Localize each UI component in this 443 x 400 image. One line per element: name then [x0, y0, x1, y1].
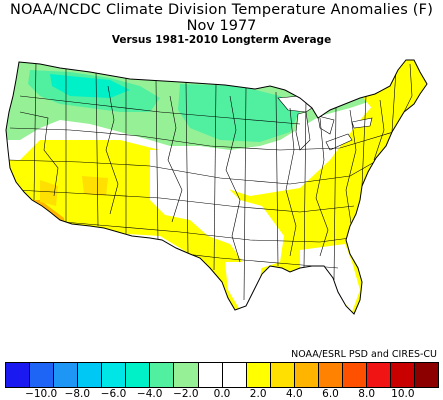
- anomaly-colorbar: [5, 362, 440, 388]
- colorbar-swatch: [414, 362, 440, 388]
- colorbar-swatch: [269, 362, 295, 388]
- colorbar-swatch: [149, 362, 175, 388]
- colorbar-tick-label: 4.0: [285, 388, 303, 400]
- neutral-plains-region: [150, 150, 284, 272]
- climate-divisions: [6, 60, 427, 314]
- colorbar-swatch: [293, 362, 319, 388]
- colorbar-tick-labels: −10.0 −8.0 −6.0 −4.0 −2.0 0.0 2.0 4.0 6.0 8.0 10.0: [5, 388, 439, 400]
- colorbar-swatch: [365, 362, 391, 388]
- map-title: NOAA/NCDC Climate Division Temperature A…: [9, 2, 434, 18]
- colorbar-tick-label: 8.0: [358, 388, 376, 400]
- colorbar-swatch: [317, 362, 343, 388]
- colorbar-tick-label: 2.0: [249, 388, 267, 400]
- colorbar-swatch: [341, 362, 367, 388]
- lake-michigan: [295, 111, 311, 151]
- colorbar-tick-label: −4.0: [136, 388, 163, 400]
- colorbar-tick-label: −10.0: [25, 388, 58, 400]
- data-credit: NOAA/ESRL PSD and CIRES-CU: [291, 349, 437, 360]
- map-baseline: Versus 1981-2010 Longterm Average: [111, 34, 332, 46]
- neutral-florida-region: [300, 244, 360, 312]
- colorbar-swatch: [221, 362, 247, 388]
- colorbar-swatch: [197, 362, 223, 388]
- colorbar-swatch: [77, 362, 103, 388]
- colorbar-tick-label: 0.0: [213, 388, 231, 400]
- colorbar-swatch: [5, 362, 31, 388]
- colorbar-swatch: [29, 362, 55, 388]
- colorbar-swatch: [101, 362, 127, 388]
- colorbar-tick-label: −6.0: [100, 388, 127, 400]
- colorbar-swatch: [53, 362, 79, 388]
- colorbar-swatch: [173, 362, 199, 388]
- warm-nevada-pocket: [40, 180, 58, 206]
- colorbar-tick-label: 6.0: [322, 388, 339, 400]
- colorbar-tick-label: 10.0: [391, 388, 415, 400]
- lake-huron: [317, 115, 335, 135]
- map-date: Nov 1977: [186, 18, 257, 34]
- coldest-northern-rockies: [50, 74, 130, 98]
- lake-erie: [325, 133, 353, 151]
- lake-ontario: [351, 117, 373, 129]
- colorbar-tick-label: −2.0: [173, 388, 199, 400]
- us-climate-division-map: [5, 59, 428, 315]
- cold-upper-midwest-core: [178, 84, 300, 142]
- colorbar-tick-label: −8.0: [64, 388, 91, 400]
- colorbar-swatch: [125, 362, 151, 388]
- us-outline: [5, 59, 428, 315]
- warm-utah-pocket: [82, 176, 108, 196]
- division-boundaries: [7, 61, 413, 301]
- colorbar-swatch: [390, 362, 416, 388]
- colorbar-swatch: [245, 362, 271, 388]
